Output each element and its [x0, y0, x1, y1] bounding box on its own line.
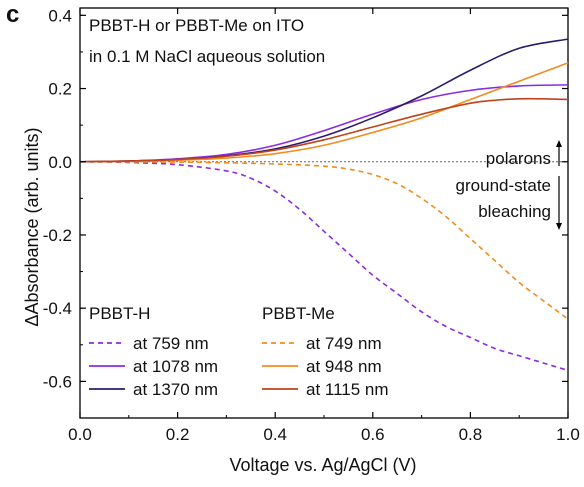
annotation-arrows — [556, 140, 562, 230]
x-tick-label: 1.0 — [556, 425, 580, 444]
legend-label: at 1115 nm — [306, 380, 389, 399]
legend-group-pbbt-h: PBBT-H — [89, 304, 150, 323]
annotation-title-line1: PBBT-H or PBBT-Me on ITO — [89, 16, 304, 35]
legend-label: at 749 nm — [306, 334, 382, 353]
axis-ticks: 0.4 0.2 0.0 -0.2 -0.4 -0.6 0.0 0.2 0.4 0.6 0.8 1.0 — [43, 6, 580, 444]
x-tick-label: 0.8 — [459, 425, 483, 444]
legend-label: at 1078 nm — [133, 357, 218, 376]
legend-group-pbbt-me: PBBT-Me — [262, 304, 335, 323]
series-line-pbbt-me-at-948-nm — [79, 62, 569, 163]
y-axis-title: ΔAbsorbance (arb. units) — [22, 127, 42, 326]
y-tick-label: -0.2 — [43, 226, 72, 245]
annotation-title-line2: in 0.1 M NaCl aqueous solution — [89, 47, 325, 66]
annotation-polarons: polarons — [486, 149, 551, 168]
x-tick-label: 0.2 — [166, 425, 190, 444]
y-tick-label: -0.4 — [43, 299, 72, 318]
legend-label: at 759 nm — [133, 334, 209, 353]
series-line-pbbt-me-at-749-nm — [79, 160, 569, 320]
x-tick-label: 0.4 — [263, 425, 287, 444]
data-series — [79, 38, 569, 372]
x-tick-label: 0.0 — [68, 425, 92, 444]
x-tick-label: 0.6 — [361, 425, 385, 444]
y-tick-label: -0.6 — [43, 372, 72, 391]
legend: at 759 nm at 1078 nm at 1370 nm at 749 nm at… — [89, 334, 389, 399]
y-tick-label: 0.2 — [48, 80, 72, 99]
annotation-bleaching-line1: ground-state — [456, 176, 551, 195]
legend-label: at 1370 nm — [133, 380, 218, 399]
y-tick-label: 0.4 — [48, 6, 72, 25]
series-line-pbbt-me-at-1115-nm — [79, 97, 569, 163]
up-arrowhead-icon — [556, 140, 562, 147]
down-arrowhead-icon — [556, 223, 562, 230]
x-axis-title: Voltage vs. Ag/AgCl (V) — [229, 455, 416, 475]
annotation-bleaching-line2: bleaching — [478, 202, 551, 221]
legend-label: at 948 nm — [306, 357, 382, 376]
y-tick-label: 0.0 — [48, 153, 72, 172]
panel-label: c — [6, 1, 19, 28]
